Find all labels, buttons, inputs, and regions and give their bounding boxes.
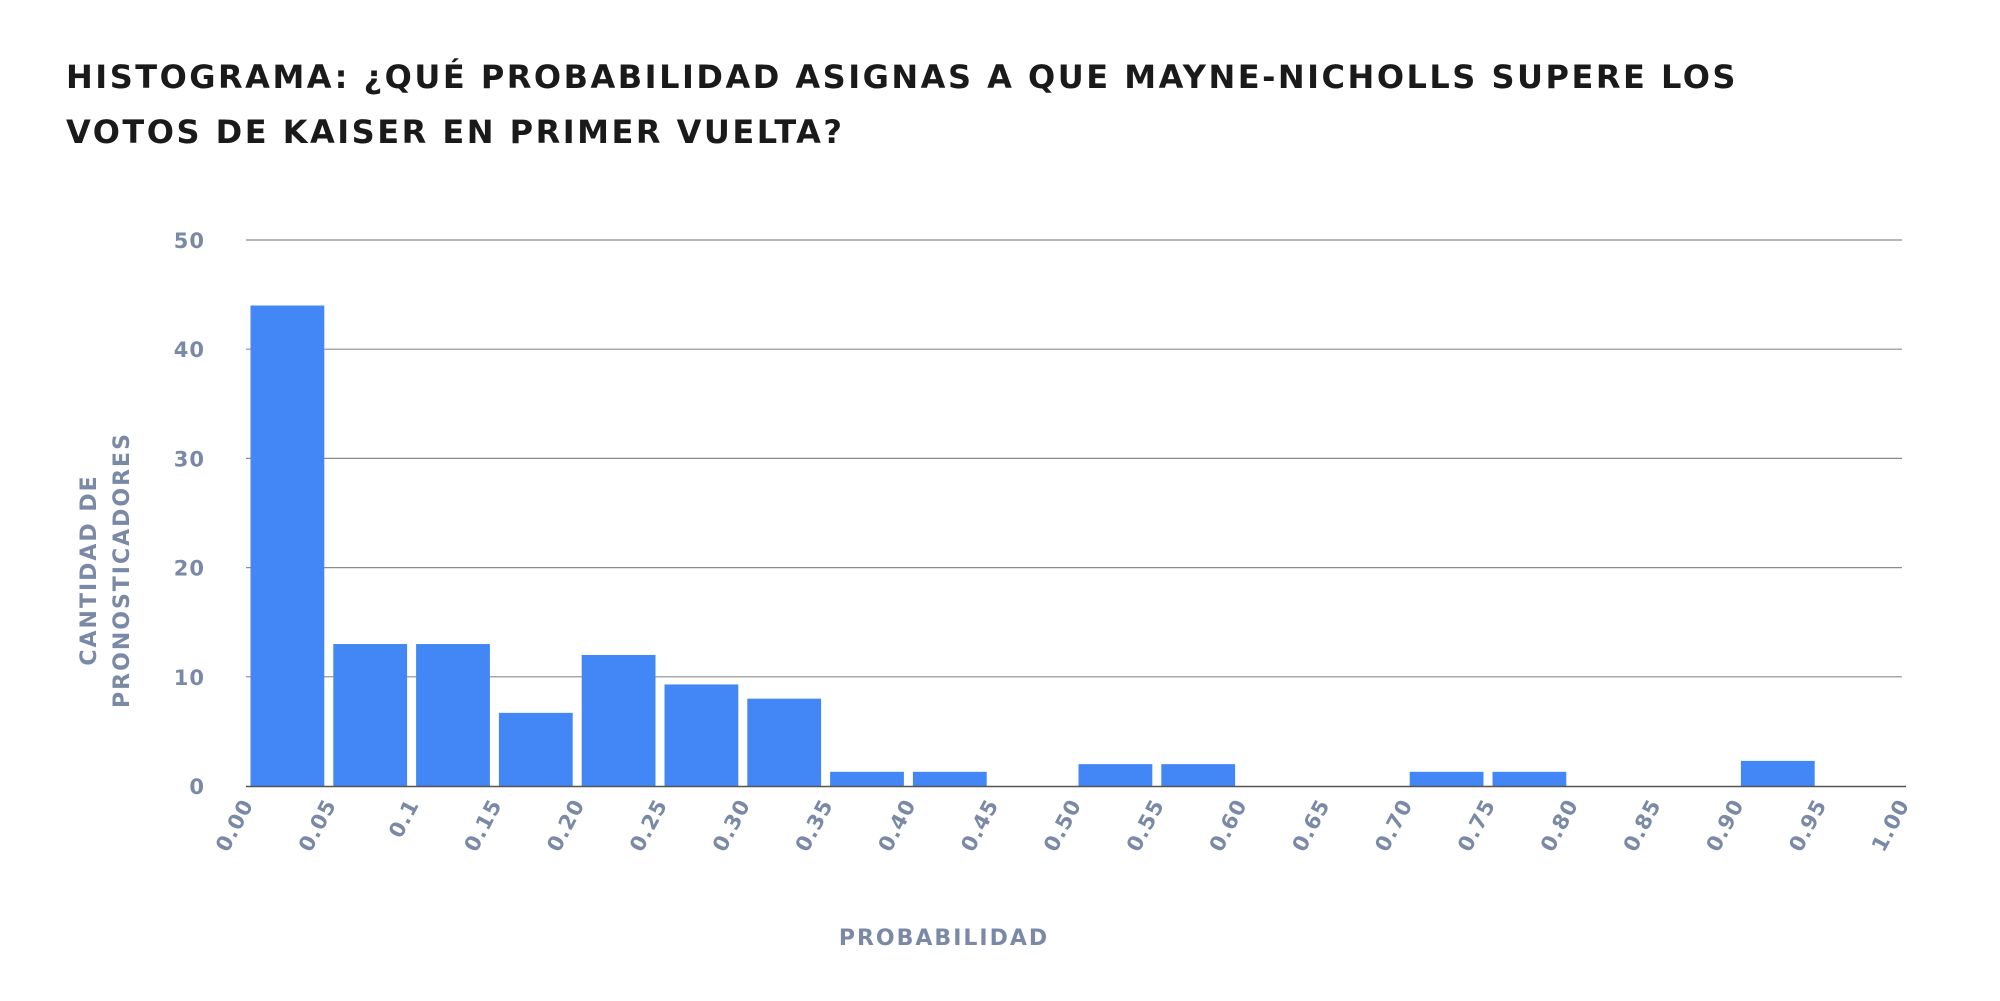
histogram-bar (581, 654, 656, 786)
histogram-bar (498, 712, 573, 786)
histogram-bar (1740, 760, 1815, 786)
x-tick-label: 0.80 (1536, 795, 1583, 856)
x-tick-label: 0.05 (294, 795, 341, 856)
x-axis-ticks: 0.00 0.05 0.1 0.15 0.20 0.25 0.30 0.35 0.40 0.45 0… (211, 795, 1914, 856)
x-tick-label: 0.85 (1619, 795, 1666, 856)
x-tick-label: 1.00 (1867, 795, 1914, 856)
x-tick-label: 0.00 (211, 795, 258, 856)
bars (250, 305, 1815, 786)
x-tick-label: 0.70 (1370, 795, 1417, 856)
histogram-bar (333, 644, 408, 786)
histogram-bar (1161, 764, 1236, 786)
y-tick-label: 50 (174, 229, 205, 253)
y-tick-label: 40 (174, 338, 205, 362)
chart-title-line-2: VOTOS DE KAISER EN PRIMER VUELTA? (66, 113, 844, 151)
x-tick-label: 0.50 (1039, 795, 1086, 856)
histogram-bar (830, 771, 904, 786)
chart-title-line-1: HISTOGRAMA: ¿QUÉ PROBABILIDAD ASIGNAS A … (66, 58, 1738, 96)
y-axis-label: CANTIDAD DE PRONOSTICADORES (77, 432, 135, 708)
y-tick-label: 0 (189, 775, 205, 799)
x-tick-label: 0.75 (1453, 795, 1500, 856)
x-axis-label: PROBABILIDAD (839, 926, 1049, 951)
histogram-bar (416, 644, 490, 786)
y-tick-label: 20 (174, 557, 205, 581)
x-tick-label: 0.40 (873, 795, 920, 856)
x-tick-label: 0.60 (1205, 795, 1252, 856)
y-axis-label-line-2: PRONOSTICADORES (110, 432, 135, 708)
x-tick-label: 0.95 (1784, 795, 1831, 856)
x-tick-label: 0.25 (625, 795, 672, 856)
x-tick-label: 0.20 (542, 795, 589, 856)
x-tick-label: 0.90 (1701, 795, 1748, 856)
gridlines (246, 239, 1902, 678)
histogram-bar (1492, 771, 1567, 786)
y-axis-ticks: 0 10 20 30 40 50 (174, 229, 205, 799)
histogram-bar (1078, 764, 1153, 786)
histogram-bar (1409, 771, 1484, 786)
x-tick-label: 0.30 (708, 795, 755, 856)
histogram-bar (664, 684, 739, 786)
chart-title: HISTOGRAMA: ¿QUÉ PROBABILIDAD ASIGNAS A … (66, 58, 1738, 151)
histogram-bar (250, 305, 325, 786)
x-tick-label: 0.65 (1287, 795, 1334, 856)
y-tick-label: 10 (174, 666, 205, 690)
x-tick-label: 0.45 (956, 795, 1003, 856)
y-tick-label: 30 (174, 447, 205, 471)
x-tick-label: 0.35 (791, 795, 838, 856)
x-tick-label: 0.55 (1122, 795, 1169, 856)
y-axis-label-line-1: CANTIDAD DE (77, 474, 102, 665)
x-tick-label: 0.1 (384, 795, 424, 842)
histogram-bar (912, 771, 987, 786)
histogram-bar (747, 698, 822, 786)
x-tick-label: 0.15 (459, 795, 506, 856)
